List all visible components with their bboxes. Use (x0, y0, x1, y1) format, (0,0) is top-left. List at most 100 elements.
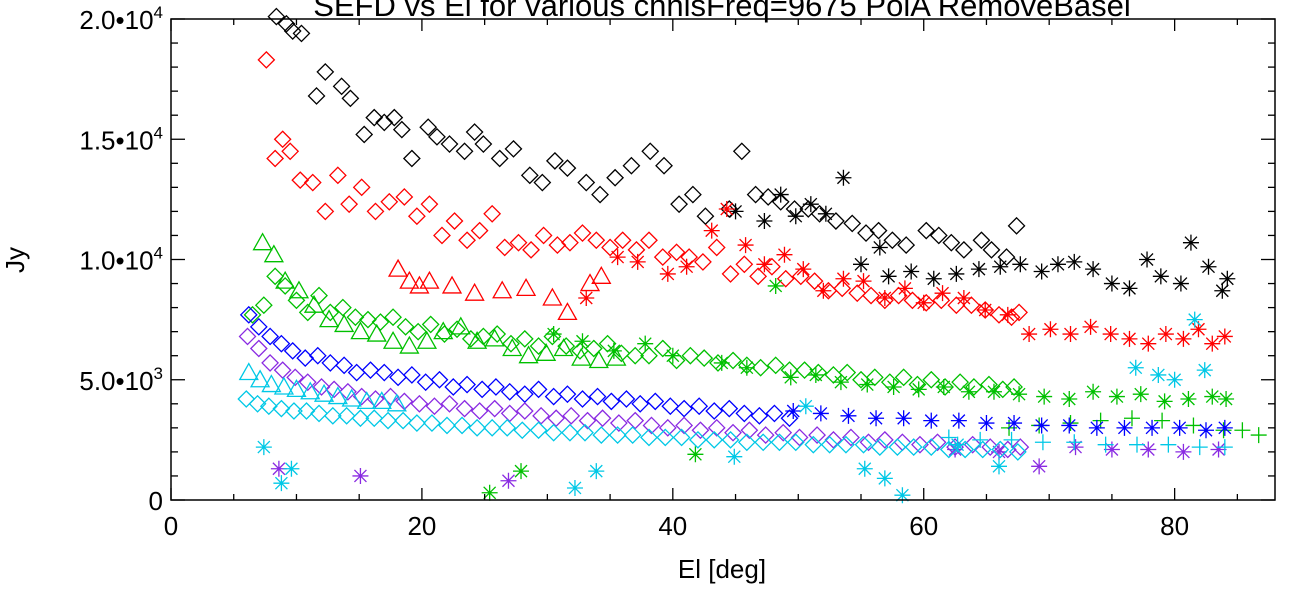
diamond-marker (622, 156, 641, 175)
diamond-marker (951, 373, 970, 392)
asterisk-marker (767, 277, 784, 294)
diamond-marker (351, 409, 370, 428)
diamond-marker (656, 428, 675, 447)
diamond-marker (707, 238, 726, 257)
asterisk-marker (566, 479, 583, 496)
diamond-marker (520, 166, 539, 185)
triangle-marker (518, 345, 539, 364)
diamond-marker (458, 375, 476, 394)
diamond-marker (724, 351, 742, 370)
plus-marker (972, 431, 989, 448)
diamond-marker (504, 139, 523, 158)
asterisk-marker (835, 270, 852, 287)
asterisk-marker (637, 335, 654, 352)
asterisk-marker (609, 249, 626, 266)
diamond-marker (681, 346, 700, 365)
asterisk-marker (703, 222, 720, 239)
diamond-marker (470, 221, 489, 240)
axis-ticks (170, 18, 1275, 501)
diamond-marker (908, 375, 927, 394)
asterisk-marker (1171, 419, 1188, 436)
diamond-marker (298, 303, 317, 322)
diamond-marker (617, 390, 636, 408)
diamond-marker (751, 358, 770, 377)
triangle-marker (416, 330, 438, 349)
asterisk-marker (756, 256, 773, 273)
diamond-marker (375, 113, 394, 132)
asterisk-marker (1066, 253, 1083, 270)
diamond-marker (533, 173, 552, 192)
diamond-marker (529, 337, 548, 355)
asterisk-marker (1082, 318, 1099, 335)
triangle-marker (571, 347, 592, 366)
asterisk-marker (1219, 270, 1236, 287)
asterisk-marker (991, 458, 1007, 475)
diamond-marker (473, 380, 492, 399)
asterisk-marker (756, 213, 773, 230)
diamond-marker (720, 399, 739, 418)
diamond-marker (857, 224, 875, 242)
diamond-marker (939, 440, 958, 459)
diamond-marker (285, 402, 303, 420)
asterisk-marker (935, 378, 952, 395)
diamond-marker (609, 414, 628, 432)
diamond-marker (515, 385, 534, 404)
asterisk-marker (1156, 393, 1173, 410)
diamond-marker (805, 272, 824, 291)
asterisk-marker (868, 410, 885, 427)
diamond-marker (903, 291, 922, 310)
diamond-marker (735, 255, 754, 274)
diamond-marker (238, 327, 257, 346)
x-tick-label: 80 (1160, 511, 1189, 541)
asterisk-marker (772, 186, 789, 203)
asterisk-marker (1036, 388, 1053, 405)
diamond-marker (316, 62, 335, 81)
diamond-marker (869, 221, 888, 240)
asterisk-marker (970, 261, 987, 278)
diamond-marker (545, 151, 564, 170)
diamond-marker (470, 402, 489, 420)
diamond-marker (379, 411, 397, 430)
diamond-marker (672, 428, 691, 447)
diamond-marker (243, 305, 262, 324)
diamond-marker (548, 236, 567, 254)
diamond-marker (337, 406, 356, 425)
diamond-marker (667, 243, 686, 262)
triangle-marker (492, 280, 513, 299)
diamond-marker (883, 231, 902, 250)
diamond-marker (588, 387, 607, 406)
diamond-marker (991, 440, 1010, 459)
diamond-marker (592, 426, 611, 444)
diamond-marker (435, 325, 454, 343)
triangle-marker (238, 362, 259, 381)
diamond-marker (394, 411, 413, 430)
asterisk-marker (903, 263, 920, 280)
diamond-marker (963, 435, 982, 454)
asterisk-marker (815, 282, 832, 299)
diamond-marker (691, 421, 710, 440)
asterisk-marker (1033, 417, 1050, 434)
diamond-marker (515, 402, 534, 420)
diamond-marker (488, 325, 507, 343)
diamond-marker (820, 435, 839, 454)
diamond-marker (1008, 442, 1027, 461)
diamond-marker (474, 135, 493, 153)
asterisk-marker (1175, 443, 1192, 460)
asterisk-marker (1180, 390, 1197, 407)
asterisk-marker (1214, 282, 1231, 299)
triangle-marker (334, 314, 355, 333)
diamond-marker (577, 173, 596, 192)
diamond-marker (272, 399, 291, 418)
triangle-marker (409, 275, 430, 294)
diamond-marker (766, 356, 785, 375)
plus-marker (940, 429, 957, 446)
diamond-marker (646, 392, 665, 411)
diamond-marker (683, 185, 702, 204)
diamond-marker (346, 308, 365, 327)
diamond-marker (529, 421, 548, 440)
diamond-marker (321, 353, 340, 372)
triangle-marker (606, 347, 627, 366)
diamond-marker (365, 409, 384, 428)
diamond-marker (765, 404, 784, 423)
diamond-marker (423, 414, 441, 432)
